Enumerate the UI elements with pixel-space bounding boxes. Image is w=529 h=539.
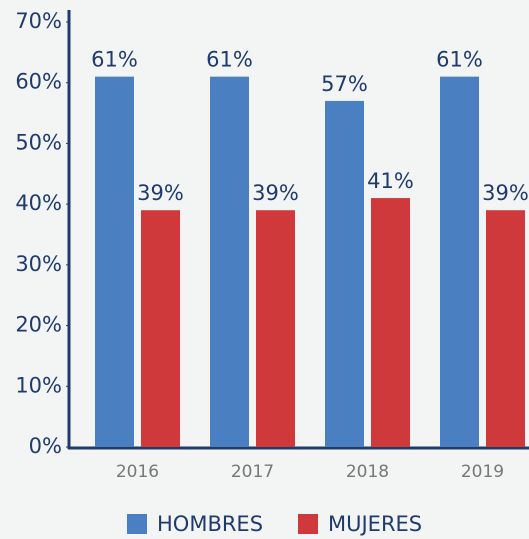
bar [325, 100, 364, 447]
y-tick-label: 70% [15, 9, 62, 33]
legend-label: MUJERES [328, 512, 422, 536]
bar [256, 210, 295, 447]
legend-label: HOMBRES [157, 512, 263, 536]
bar [440, 76, 479, 448]
bar [95, 76, 134, 448]
x-tick-label: 2016 [116, 462, 159, 482]
y-tick-label: 50% [15, 130, 62, 154]
y-tick-label: 60% [15, 70, 62, 94]
bar [210, 76, 249, 448]
data-label: 61% [91, 48, 138, 72]
data-label: 39% [252, 181, 299, 205]
x-tick-label: 2017 [231, 462, 274, 482]
x-tick-label: 2019 [461, 462, 504, 482]
x-tick-label: 2018 [346, 462, 389, 482]
data-label: 61% [436, 48, 483, 72]
bar [486, 210, 525, 447]
data-label: 57% [321, 72, 368, 96]
data-label: 39% [137, 181, 184, 205]
bar [141, 210, 180, 447]
data-label: 61% [206, 48, 253, 72]
y-tick-label: 0% [29, 434, 62, 458]
legend-swatch [127, 514, 147, 534]
data-label: 39% [482, 181, 529, 205]
legend-swatch [298, 514, 318, 534]
y-tick-label: 20% [15, 313, 62, 337]
data-label: 41% [367, 169, 414, 193]
bar [371, 198, 410, 447]
y-tick-label: 10% [15, 373, 62, 397]
y-tick-label: 40% [15, 191, 62, 215]
y-tick-label: 30% [15, 252, 62, 276]
